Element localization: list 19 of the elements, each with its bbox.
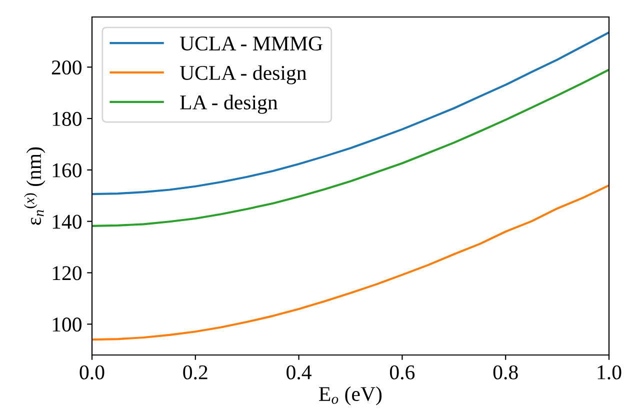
y-tick-label: 140 (52, 214, 82, 229)
x-tick-label: 0.6 (390, 365, 415, 380)
y-tick-label: 100 (52, 318, 82, 332)
x-tick-label: 0.8 (493, 365, 518, 380)
x-tick-label: 0.0 (80, 365, 104, 380)
y-tick-label: 120 (52, 266, 82, 280)
y-tick-label: 200 (52, 60, 82, 75)
x-tick-label: 0.2 (183, 365, 208, 380)
legend-label: UCLA - design (180, 65, 306, 84)
line-series (92, 31, 609, 196)
y-tick-label: 160 (52, 163, 82, 178)
x-axis-title: E$_{o}$ (eV) (319, 386, 382, 406)
y-tick-label: 180 (52, 112, 82, 126)
legend-label: UCLA - MMMG (180, 36, 322, 51)
x-tick-label: 0.4 (286, 365, 312, 380)
x-tick-label: 1.0 (598, 365, 622, 380)
line-series (92, 184, 609, 341)
legend-label: LA - design (180, 94, 278, 114)
y-axis-title: ε$_{n}$$^{(x)}$ (nm) (24, 147, 46, 225)
